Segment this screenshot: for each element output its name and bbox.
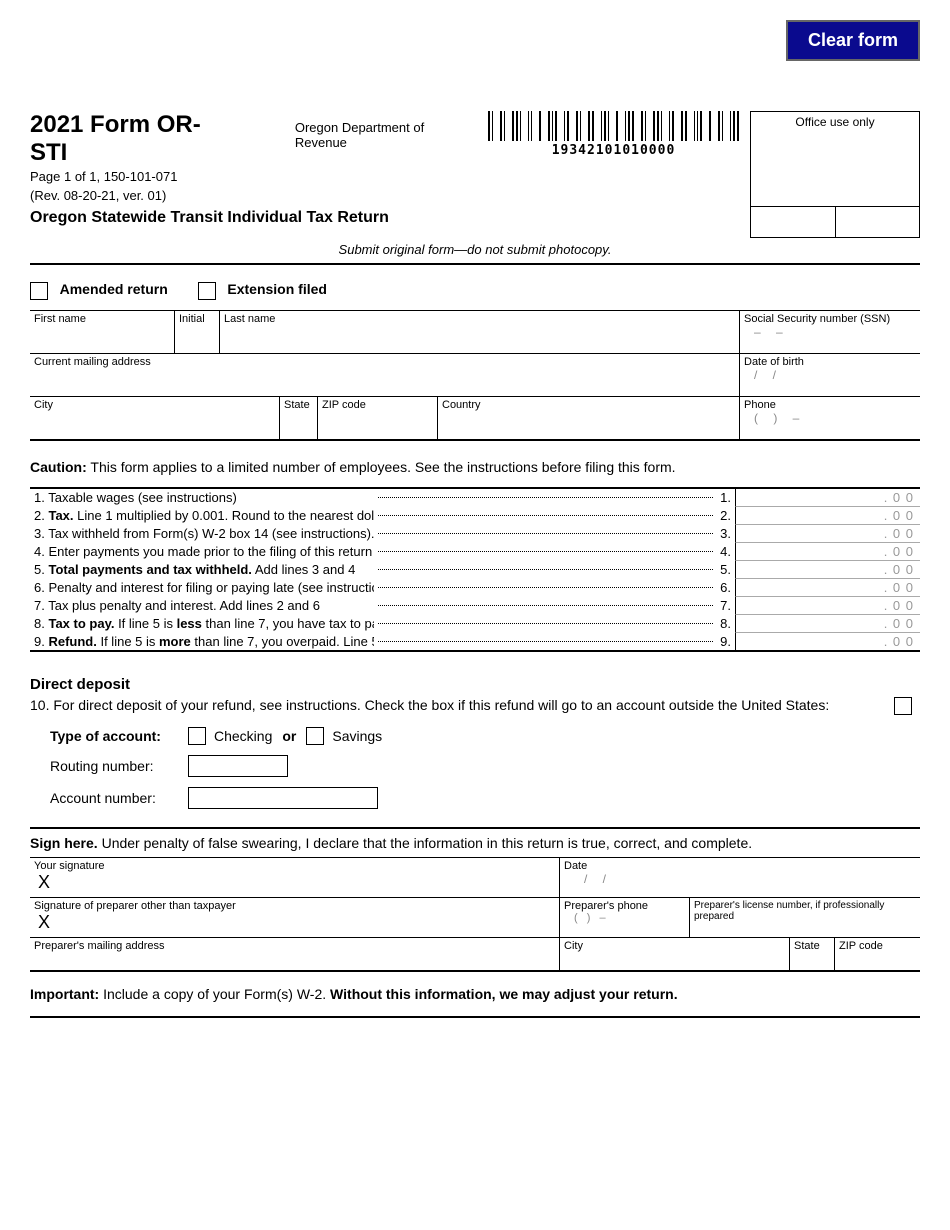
checking-label: Checking: [214, 728, 272, 744]
calc-line-8: 8. Tax to pay. If line 5 is less than li…: [30, 615, 920, 633]
submit-note: Submit original form—do not submit photo…: [30, 242, 920, 257]
calc-line-6: 6. Penalty and interest for filing or pa…: [30, 579, 920, 597]
city-field[interactable]: City: [30, 397, 280, 439]
direct-deposit-text: 10. For direct deposit of your refund, s…: [30, 697, 920, 713]
foreign-account-checkbox[interactable]: [894, 697, 912, 715]
address-field[interactable]: Current mailing address: [30, 354, 740, 396]
calc-line-1: 1. Taxable wages (see instructions)1.. 0…: [30, 489, 920, 507]
amount-line-1[interactable]: . 0 0: [735, 489, 920, 507]
state-field[interactable]: State: [280, 397, 318, 439]
first-name-field[interactable]: First name: [30, 311, 175, 353]
calc-line-4: 4. Enter payments you made prior to the …: [30, 543, 920, 561]
amount-line-7[interactable]: . 0 0: [735, 597, 920, 615]
last-name-field[interactable]: Last name: [220, 311, 740, 353]
country-field[interactable]: Country: [438, 397, 740, 439]
account-type-label: Type of account:: [50, 728, 180, 744]
caution-text: Caution: This form applies to a limited …: [30, 459, 920, 475]
preparer-zip-field[interactable]: ZIP code: [835, 938, 920, 970]
barcode: 19342101010000: [487, 111, 740, 158]
extension-filed-label: Extension filed: [227, 281, 327, 297]
page-line: Page 1 of 1, 150-101-071: [30, 169, 235, 184]
amount-line-4[interactable]: . 0 0: [735, 543, 920, 561]
amount-line-5[interactable]: . 0 0: [735, 561, 920, 579]
amended-return-checkbox[interactable]: [30, 282, 48, 300]
preparer-state-field[interactable]: State: [790, 938, 835, 970]
or-label: or: [282, 728, 296, 744]
routing-number-input[interactable]: [188, 755, 288, 777]
calc-line-7: 7. Tax plus penalty and interest. Add li…: [30, 597, 920, 615]
routing-label: Routing number:: [50, 758, 180, 774]
department: Oregon Department of Revenue: [295, 120, 477, 150]
form-subtitle: Oregon Statewide Transit Individual Tax …: [30, 209, 477, 227]
amount-line-3[interactable]: . 0 0: [735, 525, 920, 543]
preparer-city-field[interactable]: City: [560, 938, 790, 970]
office-use-label: Office use only: [751, 112, 919, 132]
direct-deposit-header: Direct deposit: [30, 676, 920, 693]
checking-checkbox[interactable]: [188, 727, 206, 745]
form-title: 2021 Form OR-STI: [30, 111, 235, 167]
your-signature-field[interactable]: Your signature X: [30, 858, 560, 897]
preparer-phone-field[interactable]: Preparer's phone ( ) –: [560, 898, 690, 937]
zip-field[interactable]: ZIP code: [318, 397, 438, 439]
extension-filed-checkbox[interactable]: [198, 282, 216, 300]
sign-intro: Sign here. Under penalty of false sweari…: [30, 835, 920, 851]
amount-line-2[interactable]: . 0 0: [735, 507, 920, 525]
preparer-address-field[interactable]: Preparer's mailing address: [30, 938, 560, 970]
amount-line-6[interactable]: . 0 0: [735, 579, 920, 597]
office-use-box: Office use only: [750, 111, 920, 238]
phone-field[interactable]: Phone ( ) –: [740, 397, 920, 439]
calc-line-9: 9. Refund. If line 5 is more than line 7…: [30, 633, 920, 650]
amount-line-9[interactable]: . 0 0: [735, 633, 920, 650]
calc-line-3: 3. Tax withheld from Form(s) W-2 box 14 …: [30, 525, 920, 543]
dob-field[interactable]: Date of birth / /: [740, 354, 920, 396]
clear-form-button[interactable]: Clear form: [786, 20, 920, 61]
calc-line-2: 2. Tax. Line 1 multiplied by 0.001. Roun…: [30, 507, 920, 525]
calc-line-5: 5. Total payments and tax withheld. Add …: [30, 561, 920, 579]
preparer-signature-field[interactable]: Signature of preparer other than taxpaye…: [30, 898, 560, 937]
savings-checkbox[interactable]: [306, 727, 324, 745]
savings-label: Savings: [332, 728, 382, 744]
initial-field[interactable]: Initial: [175, 311, 220, 353]
account-label: Account number:: [50, 790, 180, 806]
account-number-input[interactable]: [188, 787, 378, 809]
amount-line-8[interactable]: . 0 0: [735, 615, 920, 633]
barcode-number: 19342101010000: [487, 143, 740, 158]
important-note: Important: Include a copy of your Form(s…: [30, 986, 920, 1002]
preparer-license-field[interactable]: Preparer's license number, if profession…: [690, 898, 920, 937]
signature-date-field[interactable]: Date / /: [560, 858, 920, 897]
ssn-field[interactable]: Social Security number (SSN) – –: [740, 311, 920, 353]
revision: (Rev. 08-20-21, ver. 01): [30, 188, 477, 203]
amended-return-label: Amended return: [60, 281, 168, 297]
